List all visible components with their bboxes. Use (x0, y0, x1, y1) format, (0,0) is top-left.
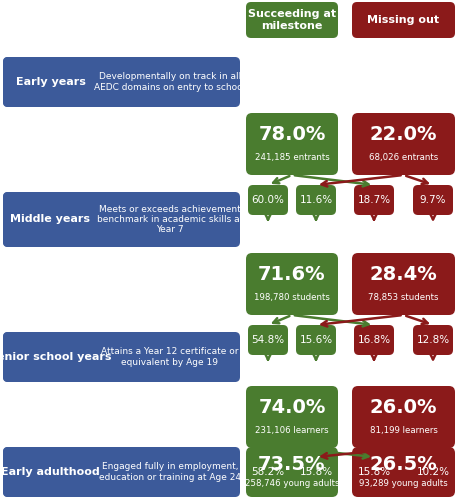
Text: 9.7%: 9.7% (419, 195, 445, 205)
Text: 16.8%: 16.8% (357, 335, 390, 345)
Text: 15.6%: 15.6% (299, 335, 332, 345)
Text: 15.8%: 15.8% (357, 467, 390, 477)
Text: Early adulthood: Early adulthood (1, 467, 100, 477)
Text: Developmentally on track in all
AEDC domains on entry to school: Developmentally on track in all AEDC dom… (94, 72, 245, 92)
FancyBboxPatch shape (295, 185, 335, 215)
FancyBboxPatch shape (246, 113, 337, 175)
FancyBboxPatch shape (3, 192, 237, 247)
Text: 28.4%: 28.4% (369, 265, 437, 284)
Text: 26.0%: 26.0% (369, 398, 437, 417)
Text: 81,199 learners: 81,199 learners (369, 426, 437, 435)
Text: Middle years: Middle years (11, 214, 90, 224)
Text: Meets or exceeds achievement
benchmark in academic skills at
Year 7: Meets or exceeds achievement benchmark i… (97, 204, 243, 234)
Text: 18.7%: 18.7% (357, 195, 390, 205)
FancyBboxPatch shape (247, 457, 287, 487)
FancyBboxPatch shape (246, 447, 337, 497)
FancyBboxPatch shape (412, 325, 452, 355)
Text: Engaged fully in employment,
education or training at Age 24: Engaged fully in employment, education o… (99, 462, 241, 481)
Text: 68,026 entrants: 68,026 entrants (368, 153, 437, 162)
FancyBboxPatch shape (353, 185, 393, 215)
Text: 26.5%: 26.5% (369, 455, 437, 474)
FancyBboxPatch shape (3, 192, 240, 247)
FancyBboxPatch shape (3, 57, 240, 107)
Text: 10.2%: 10.2% (415, 467, 448, 477)
Text: 22.0%: 22.0% (369, 125, 437, 144)
Text: 258,746 young adults: 258,746 young adults (244, 478, 339, 488)
Text: Succeeding at
milestone: Succeeding at milestone (247, 9, 336, 31)
FancyBboxPatch shape (351, 386, 454, 448)
FancyBboxPatch shape (3, 332, 240, 382)
Text: 12.8%: 12.8% (415, 335, 448, 345)
FancyBboxPatch shape (3, 447, 237, 497)
FancyBboxPatch shape (246, 253, 337, 315)
FancyBboxPatch shape (351, 113, 454, 175)
Text: 74.0%: 74.0% (258, 398, 325, 417)
FancyBboxPatch shape (353, 325, 393, 355)
FancyBboxPatch shape (247, 185, 287, 215)
FancyBboxPatch shape (3, 332, 237, 382)
Text: 73.5%: 73.5% (257, 455, 325, 474)
Text: 15.8%: 15.8% (299, 467, 332, 477)
Text: 241,185 entrants: 241,185 entrants (254, 153, 329, 162)
FancyBboxPatch shape (351, 447, 454, 497)
Text: 58.2%: 58.2% (251, 467, 284, 477)
FancyBboxPatch shape (295, 457, 335, 487)
FancyBboxPatch shape (295, 325, 335, 355)
Text: 78.0%: 78.0% (258, 125, 325, 144)
FancyBboxPatch shape (353, 457, 393, 487)
Text: 60.0%: 60.0% (251, 195, 284, 205)
Text: 198,780 students: 198,780 students (253, 293, 329, 302)
Text: 11.6%: 11.6% (299, 195, 332, 205)
Text: 71.6%: 71.6% (257, 265, 325, 284)
Text: 231,106 learners: 231,106 learners (255, 426, 328, 435)
FancyBboxPatch shape (412, 185, 452, 215)
FancyBboxPatch shape (246, 2, 337, 38)
FancyBboxPatch shape (3, 447, 240, 497)
FancyBboxPatch shape (246, 386, 337, 448)
Text: 54.8%: 54.8% (251, 335, 284, 345)
FancyBboxPatch shape (351, 253, 454, 315)
FancyBboxPatch shape (351, 2, 454, 38)
Text: Senior school years: Senior school years (0, 352, 112, 362)
FancyBboxPatch shape (247, 325, 287, 355)
Text: Attains a Year 12 certificate or
equivalent by Age 19: Attains a Year 12 certificate or equival… (101, 348, 238, 366)
FancyBboxPatch shape (3, 57, 237, 107)
FancyBboxPatch shape (412, 457, 452, 487)
Text: Early years: Early years (16, 77, 85, 87)
Text: 93,289 young adults: 93,289 young adults (358, 478, 447, 488)
Text: 78,853 students: 78,853 students (368, 293, 438, 302)
Text: Missing out: Missing out (367, 15, 439, 25)
